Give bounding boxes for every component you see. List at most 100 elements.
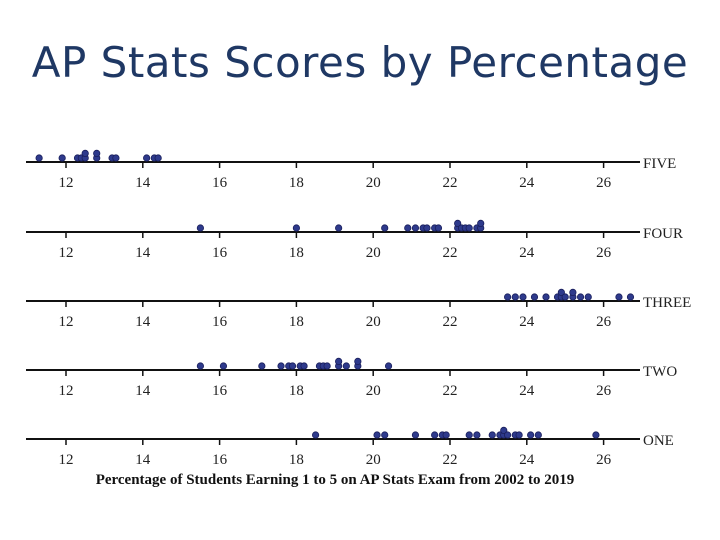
slide-title: AP Stats Scores by Percentage	[31, 38, 689, 87]
data-dot	[454, 219, 462, 227]
tick-label: 12	[59, 314, 74, 330]
data-dot	[258, 362, 266, 370]
row-label-four: FOUR	[643, 226, 683, 242]
data-dot	[288, 362, 297, 370]
data-dot	[434, 224, 443, 232]
tick-label: 22	[443, 175, 458, 191]
data-dot	[196, 362, 204, 370]
dotplot-row-five: 12 14 16 18 20 22 24 26 FIVE	[26, 149, 676, 191]
data-dot	[35, 154, 43, 162]
tick-label: 12	[59, 175, 74, 191]
data-dot	[561, 293, 569, 301]
tick-label: 18	[289, 314, 304, 330]
data-dot	[196, 224, 204, 232]
data-dot	[93, 149, 101, 157]
data-dot	[465, 431, 473, 439]
data-dot	[143, 154, 151, 162]
data-dot	[569, 288, 577, 296]
row-label-three: THREE	[643, 295, 691, 311]
data-dot	[527, 431, 535, 439]
data-dot	[384, 362, 393, 370]
data-dot	[154, 154, 162, 162]
data-dot	[515, 431, 523, 439]
data-dot	[58, 154, 66, 162]
data-dot	[473, 431, 481, 439]
tick-label: 24	[519, 175, 535, 191]
data-dot	[442, 431, 450, 439]
tick-label: 22	[443, 383, 458, 399]
row-label-two: TWO	[643, 364, 677, 380]
data-dot	[500, 426, 508, 434]
tick-label: 18	[289, 383, 304, 399]
data-dot	[381, 431, 389, 439]
tick-label: 14	[135, 245, 151, 261]
data-dot	[615, 293, 623, 301]
data-dot	[530, 293, 539, 301]
data-dot	[576, 293, 585, 301]
row-label-five: FIVE	[643, 156, 676, 172]
data-dot	[381, 224, 389, 232]
data-dot	[373, 431, 381, 439]
data-dot	[534, 431, 542, 439]
data-dot	[592, 431, 600, 439]
tick-label: 24	[519, 314, 535, 330]
tick-label: 14	[135, 383, 151, 399]
data-dot	[112, 154, 120, 162]
x-axis-caption: Percentage of Students Earning 1 to 5 on…	[96, 472, 575, 488]
tick-label: 16	[212, 245, 228, 261]
data-dot	[584, 293, 592, 301]
data-dot	[542, 293, 550, 301]
data-dot	[423, 224, 431, 232]
tick-label: 26	[596, 452, 612, 468]
tick-label: 18	[289, 452, 304, 468]
tick-label: 14	[135, 175, 151, 191]
data-dot	[277, 362, 285, 370]
tick-label: 24	[519, 383, 535, 399]
data-dot	[219, 362, 228, 370]
dotplot-rows: 12 14 16 18 20 22 24 26 FIVE 12 14 16 18 20 22 24 26 FOUR…	[26, 149, 691, 468]
data-dot	[477, 219, 485, 227]
data-dot	[503, 431, 512, 439]
tick-label: 14	[135, 314, 151, 330]
data-dot	[519, 293, 527, 301]
data-dot	[81, 149, 89, 157]
tick-label: 16	[212, 452, 228, 468]
row-label-one: ONE	[643, 433, 674, 449]
tick-label: 26	[596, 175, 612, 191]
data-dot	[411, 431, 420, 439]
tick-label: 12	[59, 383, 74, 399]
tick-label: 24	[519, 245, 535, 261]
tick-label: 20	[366, 314, 381, 330]
data-dot	[300, 362, 308, 370]
data-dot	[465, 224, 473, 232]
tick-label: 20	[366, 383, 381, 399]
data-dot	[503, 293, 512, 301]
data-dot	[404, 224, 412, 232]
tick-label: 12	[59, 245, 74, 261]
tick-label: 16	[212, 314, 228, 330]
tick-label: 18	[289, 245, 304, 261]
data-dot	[354, 357, 362, 365]
data-dot	[323, 362, 331, 370]
data-dot	[511, 293, 519, 301]
tick-label: 22	[443, 452, 458, 468]
data-dot	[557, 288, 565, 296]
data-dot	[626, 293, 635, 301]
data-dot	[431, 431, 439, 439]
tick-label: 22	[443, 314, 458, 330]
dotplot-row-one: 12 14 16 18 20 22 24 26 ONE	[26, 426, 674, 468]
tick-label: 26	[596, 245, 612, 261]
data-dot	[335, 357, 343, 365]
data-dot	[311, 431, 320, 439]
tick-label: 26	[596, 383, 612, 399]
data-dot	[411, 224, 420, 232]
tick-label: 14	[135, 452, 151, 468]
tick-label: 18	[289, 175, 304, 191]
data-dot	[488, 431, 496, 439]
tick-label: 24	[519, 452, 535, 468]
tick-label: 20	[366, 175, 381, 191]
tick-label: 26	[596, 314, 612, 330]
tick-label: 16	[212, 175, 228, 191]
dotplot-row-two: 12 14 16 18 20 22 24 26 TWO	[26, 357, 677, 399]
